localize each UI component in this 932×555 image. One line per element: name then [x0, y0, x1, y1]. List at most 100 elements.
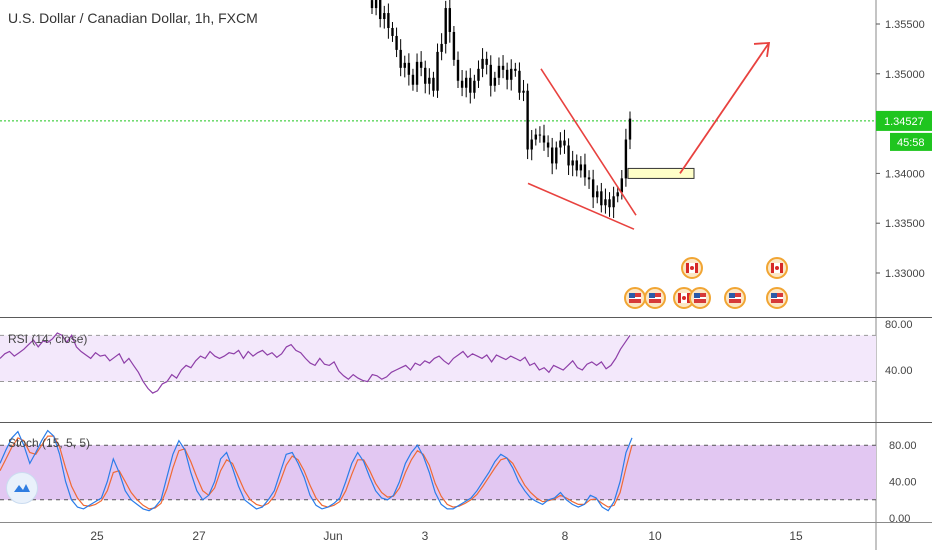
current-price-value: 1.34527: [884, 116, 924, 128]
candle-body: [579, 164, 583, 171]
candle-body: [424, 67, 427, 84]
candle-body: [514, 68, 517, 71]
candle-body: [497, 65, 501, 78]
candle-body: [464, 77, 468, 88]
candle-body: [505, 69, 509, 80]
price-tick-label: 1.33500: [885, 218, 925, 230]
tradingview-logo-icon[interactable]: [6, 472, 38, 504]
candle-body: [612, 196, 615, 208]
candle-body: [403, 62, 406, 68]
candle-body: [526, 90, 529, 150]
price-tick-label: 1.35500: [885, 19, 925, 31]
stoch-tick-label: 40.00: [889, 477, 917, 489]
event-canada-flag-icon-leaf: [682, 296, 686, 300]
candle-body: [473, 80, 476, 93]
candle-body: [411, 74, 415, 85]
event-canada-flag-icon-left-bar: [678, 293, 681, 303]
candle-body: [489, 64, 492, 86]
candle-body: [616, 192, 619, 197]
candle-body: [587, 177, 591, 180]
time-tick-label: 3: [422, 529, 429, 543]
candle-body: [550, 147, 554, 164]
event-us-flag-icon-canton: [694, 293, 700, 298]
candle-body: [624, 139, 628, 179]
candle-body: [534, 134, 538, 140]
stoch-tick-label: 80.00: [889, 440, 917, 452]
candle-body: [419, 61, 423, 68]
time-tick-label: 25: [90, 529, 104, 543]
support-zone-box: [627, 167, 695, 179]
candle-body: [452, 31, 456, 60]
stoch-band: [0, 445, 876, 500]
candle-body: [604, 199, 607, 206]
candle-body: [391, 27, 394, 36]
event-canada-flag-icon-leaf: [690, 266, 694, 270]
current-price-badge: [876, 110, 932, 131]
candle-body: [374, 0, 378, 9]
event-us-flag-icon-canton: [629, 293, 635, 298]
candle-body: [542, 135, 546, 143]
countdown-badge: [890, 132, 932, 151]
candle-body: [387, 13, 390, 28]
candle-body: [571, 160, 574, 166]
candle-body: [567, 145, 570, 166]
rsi-line: [0, 332, 631, 394]
candle-body: [399, 49, 402, 68]
price-tick-label: 1.33000: [885, 268, 925, 280]
candle-body: [563, 140, 566, 146]
projection-arrow-head: [753, 41, 771, 58]
candle-body: [456, 59, 460, 81]
wedge-upper-line: [540, 68, 637, 216]
candle-body: [600, 191, 603, 206]
candle-body: [530, 139, 533, 150]
candle-body: [555, 147, 558, 164]
candle-body: [522, 90, 525, 93]
candle-body: [538, 134, 542, 136]
candle-body: [395, 35, 398, 50]
candle-body: [596, 191, 599, 198]
time-tick-label: 10: [648, 529, 662, 543]
candle-body: [378, 0, 382, 20]
candle-body: [448, 8, 452, 32]
candle-body: [493, 77, 497, 86]
candle-body: [481, 58, 484, 69]
rsi-tick-label: 80.00: [885, 319, 913, 331]
time-tick-label: 27: [192, 529, 206, 543]
event-us-flag-icon-canton: [649, 293, 655, 298]
price-tick-label: 1.35000: [885, 69, 925, 81]
countdown-value: 45:58: [897, 137, 925, 149]
candle-body: [440, 43, 443, 52]
event-canada-flag-icon-left-bar: [771, 263, 774, 273]
candle-body: [415, 61, 419, 85]
event-canada-flag-icon-left-bar: [686, 263, 689, 273]
candle-body: [370, 0, 374, 9]
rsi-tick-label: 40.00: [885, 365, 913, 377]
candle-body: [460, 80, 464, 88]
price-tick-label: 1.34000: [885, 168, 925, 180]
time-tick-label: 8: [562, 529, 569, 543]
candle-body: [559, 140, 562, 148]
event-canada-flag-icon-leaf: [775, 266, 779, 270]
stoch-d-line: [0, 435, 633, 510]
chart-title: U.S. Dollar / Canadian Dollar, 1h, FXCM: [8, 10, 258, 26]
time-tick-label: Jun: [323, 529, 342, 543]
rsi-label: RSI (14, close): [8, 332, 88, 346]
candle-body: [591, 179, 595, 198]
event-us-flag-icon-canton: [729, 293, 735, 298]
wedge-lower-line: [527, 182, 635, 230]
candle-body: [477, 68, 480, 81]
event-canada-flag-icon-right-bar: [695, 263, 698, 273]
candle-body: [518, 70, 521, 93]
stoch-k-line: [0, 429, 633, 512]
candle-body: [583, 164, 587, 178]
candle-body: [383, 13, 386, 20]
event-canada-flag-icon-right-bar: [687, 293, 690, 303]
candle-body: [432, 77, 435, 91]
event-canada-flag-icon-right-bar: [780, 263, 783, 273]
candle-body: [575, 160, 578, 171]
event-us-flag-icon-canton: [771, 293, 777, 298]
candle-body: [620, 178, 624, 193]
stoch-tick-label: 0.00: [889, 513, 910, 525]
